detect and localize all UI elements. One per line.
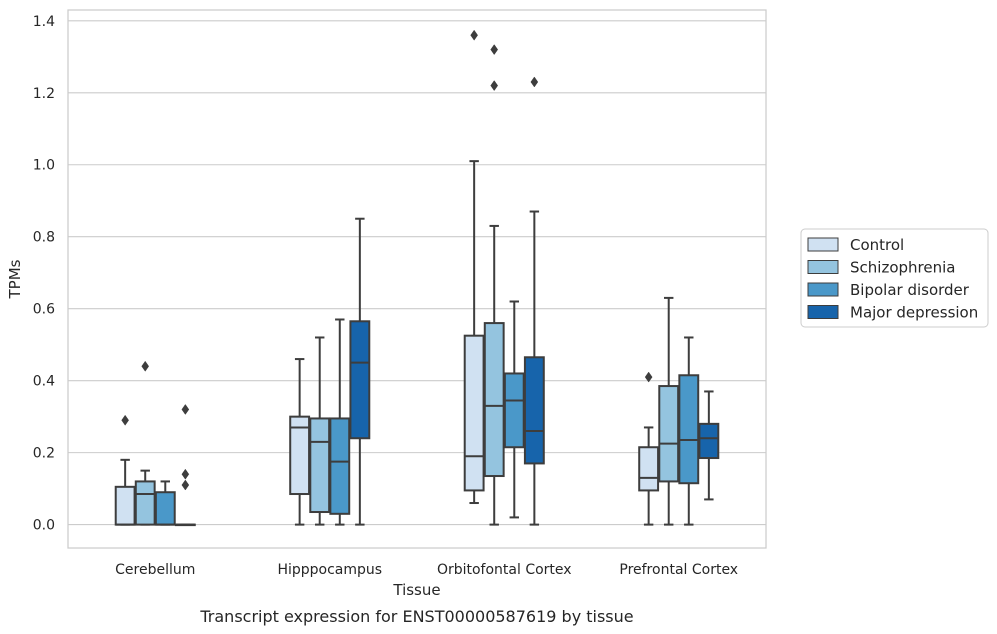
outlier-point bbox=[141, 360, 150, 372]
box-plot-area bbox=[114, 29, 720, 527]
legend-swatch bbox=[807, 282, 839, 297]
box-bipolar-disorder bbox=[678, 336, 700, 526]
y-tick-label: 0.6 bbox=[33, 302, 55, 318]
box-body bbox=[349, 320, 371, 440]
outlier-point bbox=[181, 468, 190, 480]
outlier-point bbox=[530, 76, 539, 88]
box-body bbox=[483, 322, 505, 478]
box-body bbox=[678, 374, 700, 485]
box-control bbox=[463, 29, 485, 505]
box-body bbox=[523, 356, 545, 465]
box-schizophrenia bbox=[658, 296, 680, 526]
y-tick-label: 0.8 bbox=[33, 230, 55, 246]
box-major-depression bbox=[174, 404, 196, 527]
box-major-depression bbox=[698, 390, 720, 501]
grid-lines bbox=[68, 20, 766, 526]
legend-frame bbox=[800, 228, 989, 328]
legend-swatch bbox=[807, 260, 839, 274]
box-body bbox=[329, 417, 351, 515]
box-control bbox=[114, 414, 136, 526]
outlier-point bbox=[490, 80, 499, 92]
box-control bbox=[638, 371, 660, 526]
legend: Control Schizophrenia Bipolar disorder Majo… bbox=[800, 228, 989, 328]
y-tick-label: 1.4 bbox=[33, 14, 55, 30]
box-body bbox=[698, 422, 720, 460]
legend-entry-label: Major depression bbox=[850, 304, 978, 322]
plot-frame bbox=[67, 9, 767, 549]
legend-entry-label: Bipolar disorder bbox=[850, 281, 970, 299]
box-body bbox=[463, 334, 485, 492]
y-axis-ticks: 0.0 0.2 0.4 0.6 0.8 1.0 1.2 1.4 bbox=[33, 14, 55, 534]
box-bipolar-disorder bbox=[154, 480, 176, 526]
box-body bbox=[638, 446, 660, 492]
box-body bbox=[658, 385, 680, 483]
box-schizophrenia bbox=[309, 336, 331, 526]
box-schizophrenia bbox=[483, 44, 505, 526]
box-body bbox=[154, 491, 176, 526]
y-tick-label: 0.0 bbox=[33, 518, 55, 534]
x-axis-ticks: Cerebellum Hipppocampus Orbitofontal Corte… bbox=[115, 562, 738, 578]
legend-entry-label: Schizophrenia bbox=[850, 259, 955, 277]
chart-caption: Transcript expression for ENST0000058761… bbox=[199, 607, 633, 626]
y-tick-label: 1.2 bbox=[33, 86, 55, 102]
box-bipolar-disorder bbox=[503, 300, 525, 519]
y-tick-label: 0.2 bbox=[33, 446, 55, 462]
outlier-point bbox=[181, 479, 190, 491]
x-tick-label: Cerebellum bbox=[115, 562, 195, 578]
box-body bbox=[289, 415, 311, 496]
legend-swatch bbox=[807, 305, 839, 319]
box-major-depression bbox=[349, 217, 371, 526]
outlier-point bbox=[181, 404, 190, 415]
box-body bbox=[309, 417, 331, 514]
box-body bbox=[114, 485, 136, 526]
x-tick-label: Orbitofontal Cortex bbox=[437, 562, 572, 578]
x-tick-label: Prefrontal Cortex bbox=[619, 562, 738, 578]
y-axis-label: TPMs bbox=[6, 259, 24, 299]
box-schizophrenia bbox=[134, 360, 156, 526]
box-body bbox=[503, 372, 525, 449]
box-major-depression bbox=[523, 76, 545, 526]
legend-entry-label: Control bbox=[850, 236, 904, 254]
legend-swatch bbox=[807, 237, 839, 252]
box-control bbox=[289, 358, 311, 526]
x-axis-label: Tissue bbox=[392, 581, 440, 599]
y-tick-label: 0.4 bbox=[33, 374, 55, 390]
outlier-point bbox=[470, 29, 478, 41]
box-bipolar-disorder bbox=[329, 318, 351, 526]
y-tick-label: 1.0 bbox=[33, 158, 55, 174]
box-body bbox=[134, 480, 156, 526]
x-tick-label: Hipppocampus bbox=[277, 562, 382, 578]
outlier-point bbox=[644, 371, 653, 383]
outlier-point bbox=[490, 44, 499, 56]
outlier-point bbox=[121, 414, 129, 426]
